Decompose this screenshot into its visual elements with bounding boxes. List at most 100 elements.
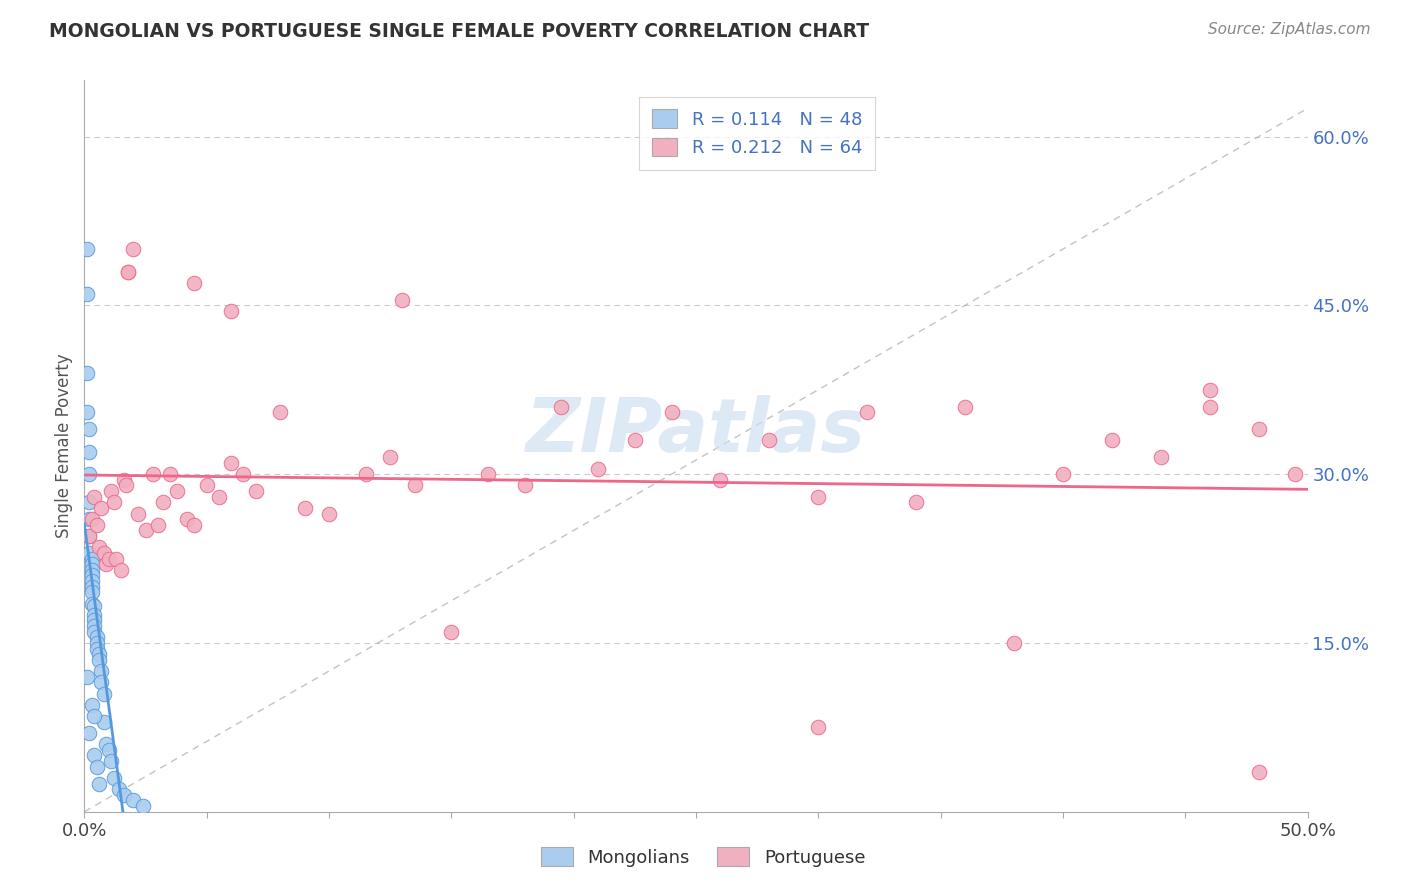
Point (80, 698, 103, 712)
Point (1101, 434, 1123, 448)
Point (232, 467, 254, 482)
Point (391, 293, 413, 307)
Point (807, 490, 830, 504)
Point (80, 568, 103, 582)
Point (661, 405, 683, 419)
Point (77, 546, 100, 560)
Point (77, 529, 100, 543)
Point (953, 400, 976, 414)
Point (83, 624, 105, 639)
Point (80, 557, 103, 571)
Point (76, 287, 98, 301)
Point (103, 771, 125, 785)
Point (245, 483, 267, 498)
Point (100, 483, 122, 498)
Point (87, 653, 110, 667)
Point (90, 664, 112, 678)
Point (1150, 450, 1173, 465)
Point (856, 405, 879, 419)
Point (117, 264, 139, 278)
Point (105, 551, 128, 566)
Point (294, 500, 316, 515)
Point (513, 478, 536, 492)
Point (127, 507, 149, 521)
Point (83, 599, 105, 613)
Point (100, 754, 122, 768)
Point (80, 597, 103, 611)
Point (176, 512, 198, 526)
Point (807, 720, 830, 734)
Point (80, 574, 103, 588)
Point (146, 517, 169, 532)
Point (77, 512, 100, 526)
Point (132, 799, 155, 814)
Point (83, 490, 105, 504)
Point (354, 467, 377, 482)
Point (159, 467, 181, 482)
Point (77, 467, 100, 482)
Point (135, 524, 157, 538)
Text: ZIPatlas: ZIPatlas (526, 395, 866, 468)
Point (477, 467, 499, 482)
Point (80, 512, 103, 526)
Point (1198, 400, 1220, 414)
Point (122, 242, 145, 256)
Point (77, 495, 100, 509)
Point (86, 630, 108, 644)
Point (709, 473, 731, 487)
Point (112, 788, 135, 802)
Point (90, 675, 112, 690)
Point (586, 461, 609, 475)
Point (380, 450, 402, 465)
Point (269, 405, 291, 419)
Text: Source: ZipAtlas.com: Source: ZipAtlas.com (1208, 22, 1371, 37)
Point (83, 709, 105, 723)
Legend: R = 0.114   N = 48, R = 0.212   N = 64: R = 0.114 N = 48, R = 0.212 N = 64 (640, 96, 875, 169)
Point (219, 304, 242, 318)
Point (76, 366, 98, 380)
Point (87, 541, 110, 555)
Point (83, 607, 105, 622)
Point (77, 529, 100, 543)
Point (122, 793, 145, 807)
Point (404, 478, 426, 492)
Point (1002, 636, 1025, 650)
Point (1052, 467, 1074, 482)
Point (219, 456, 242, 470)
Point (142, 467, 165, 482)
Point (96, 737, 118, 751)
Point (77, 422, 100, 436)
Point (758, 434, 780, 448)
Point (110, 563, 132, 577)
Point (96, 557, 118, 571)
Point (86, 760, 108, 774)
Point (115, 478, 138, 492)
Point (90, 500, 112, 515)
Point (86, 517, 108, 532)
Point (83, 619, 105, 633)
Point (80, 585, 103, 599)
Point (166, 483, 188, 498)
Point (83, 748, 105, 763)
Point (1198, 383, 1220, 397)
Text: MONGOLIAN VS PORTUGUESE SINGLE FEMALE POVERTY CORRELATION CHART: MONGOLIAN VS PORTUGUESE SINGLE FEMALE PO… (49, 22, 869, 41)
Point (318, 507, 340, 521)
Point (93, 687, 115, 701)
Point (93, 546, 115, 560)
Point (905, 495, 928, 509)
Point (86, 636, 108, 650)
Point (103, 495, 125, 509)
Point (87, 776, 110, 790)
Point (77, 444, 100, 458)
Point (83, 614, 105, 628)
Point (152, 495, 174, 509)
Point (76, 670, 98, 684)
Point (1284, 467, 1306, 482)
Point (86, 641, 108, 656)
Point (97, 551, 120, 566)
Point (195, 478, 218, 492)
Point (440, 624, 463, 639)
Point (117, 264, 139, 278)
Point (80, 551, 103, 566)
Point (76, 405, 98, 419)
